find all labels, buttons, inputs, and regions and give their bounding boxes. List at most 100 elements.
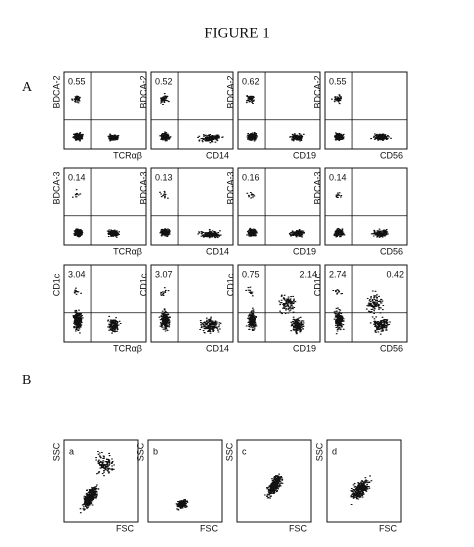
plot-frame (236, 439, 312, 523)
x-axis-label: CD14 (206, 246, 229, 256)
plot-frame (237, 167, 321, 246)
dot-cloud (331, 94, 392, 142)
y-axis-label: SSC (51, 442, 61, 461)
plot-frame (326, 439, 402, 523)
quadrant-value: 0.55 (68, 76, 86, 86)
x-axis-label: CD56 (380, 246, 403, 256)
label-bg (66, 171, 90, 184)
x-axis-label: TCRαβ (113, 343, 142, 353)
plot-frame (324, 71, 408, 150)
dot-cloud (350, 475, 373, 506)
x-axis-label: CD56 (380, 150, 403, 160)
y-axis-label: BDCA-3 (225, 171, 235, 204)
x-axis-label: CD14 (206, 343, 229, 353)
quadrant-value: 0.16 (242, 172, 260, 182)
quadrant-value: 3.07 (155, 269, 173, 279)
plot-frame (150, 167, 234, 246)
quadrant-value: 0.52 (155, 76, 173, 86)
dot-cloud (245, 286, 305, 335)
plot-letter: c (242, 446, 247, 456)
y-axis-label: CD1c (138, 273, 148, 296)
x-axis-label: CD19 (293, 343, 316, 353)
plot-letter: a (69, 446, 74, 456)
label-bg (327, 171, 351, 184)
y-axis-label: BDCA-2 (138, 75, 148, 108)
y-axis-label: CD1c (312, 273, 322, 296)
plot-frame (150, 71, 234, 150)
x-axis-label: FSC (200, 523, 219, 533)
plot-frame (150, 264, 234, 343)
dot-cloud (159, 93, 224, 144)
y-axis-label: BDCA-2 (312, 75, 322, 108)
quadrant-value: 2.14 (299, 269, 317, 279)
plot-frame (63, 71, 147, 150)
x-axis-label: FSC (379, 523, 398, 533)
dot-cloud (158, 287, 222, 334)
dot-cloud (245, 95, 305, 142)
x-axis-label: CD19 (293, 150, 316, 160)
quadrant-value: 3.04 (68, 269, 86, 279)
quadrant-value: 2.74 (329, 269, 347, 279)
dot-cloud (71, 189, 121, 238)
plot-frame (63, 439, 139, 523)
quadrant-value: 0.55 (329, 76, 347, 86)
panel-label: A (22, 80, 33, 95)
label-bg (327, 268, 351, 281)
label-bg (296, 268, 318, 281)
dot-cloud (79, 450, 115, 514)
x-axis-label: CD19 (293, 246, 316, 256)
dot-cloud (175, 499, 189, 511)
dot-cloud (263, 473, 284, 499)
x-axis-label: TCRαβ (113, 246, 142, 256)
dot-cloud (159, 190, 222, 239)
y-axis-label: CD1c (51, 273, 61, 296)
plot-frame (324, 264, 408, 343)
y-axis-label: BDCA-3 (138, 171, 148, 204)
y-axis-label: CD1c (225, 273, 235, 296)
label-bg (240, 75, 264, 88)
x-axis-label: CD14 (206, 150, 229, 160)
dot-cloud (72, 287, 122, 334)
figure-title: FIGURE 1 (204, 25, 269, 41)
y-axis-label: SSC (314, 442, 324, 461)
panel-label: B (22, 373, 31, 388)
plot-frame (324, 167, 408, 246)
label-bg (383, 268, 405, 281)
x-axis-label: TCRαβ (113, 150, 142, 160)
x-axis-label: FSC (116, 523, 135, 533)
dot-cloud (246, 191, 305, 238)
label-bg (66, 268, 90, 281)
x-axis-label: FSC (289, 523, 308, 533)
label-bg (240, 268, 264, 281)
label-bg (153, 75, 177, 88)
label-bg (153, 171, 177, 184)
plot-frame (237, 264, 321, 343)
plot-frame (237, 71, 321, 150)
quadrant-value: 0.14 (329, 172, 347, 182)
plot-frame (147, 439, 223, 523)
y-axis-label: BDCA-3 (51, 171, 61, 204)
y-axis-label: BDCA-2 (225, 75, 235, 108)
plot-letter: b (153, 446, 158, 456)
label-bg (153, 268, 177, 281)
quadrant-value: 0.62 (242, 76, 260, 86)
plot-letter: d (332, 446, 337, 456)
label-bg (327, 75, 351, 88)
y-axis-label: SSC (135, 442, 145, 461)
dot-cloud (71, 95, 120, 142)
dot-cloud (332, 289, 391, 335)
plot-frame (63, 167, 147, 246)
y-axis-label: BDCA-3 (312, 171, 322, 204)
quadrant-value: 0.75 (242, 269, 260, 279)
quadrant-value: 0.42 (386, 269, 404, 279)
x-axis-label: CD56 (380, 343, 403, 353)
quadrant-value: 0.14 (68, 172, 86, 182)
dot-cloud (333, 192, 389, 238)
y-axis-label: SSC (224, 442, 234, 461)
y-axis-label: BDCA-2 (51, 75, 61, 108)
quadrant-value: 0.13 (155, 172, 173, 182)
plot-frame (63, 264, 147, 343)
label-bg (66, 75, 90, 88)
label-bg (240, 171, 264, 184)
